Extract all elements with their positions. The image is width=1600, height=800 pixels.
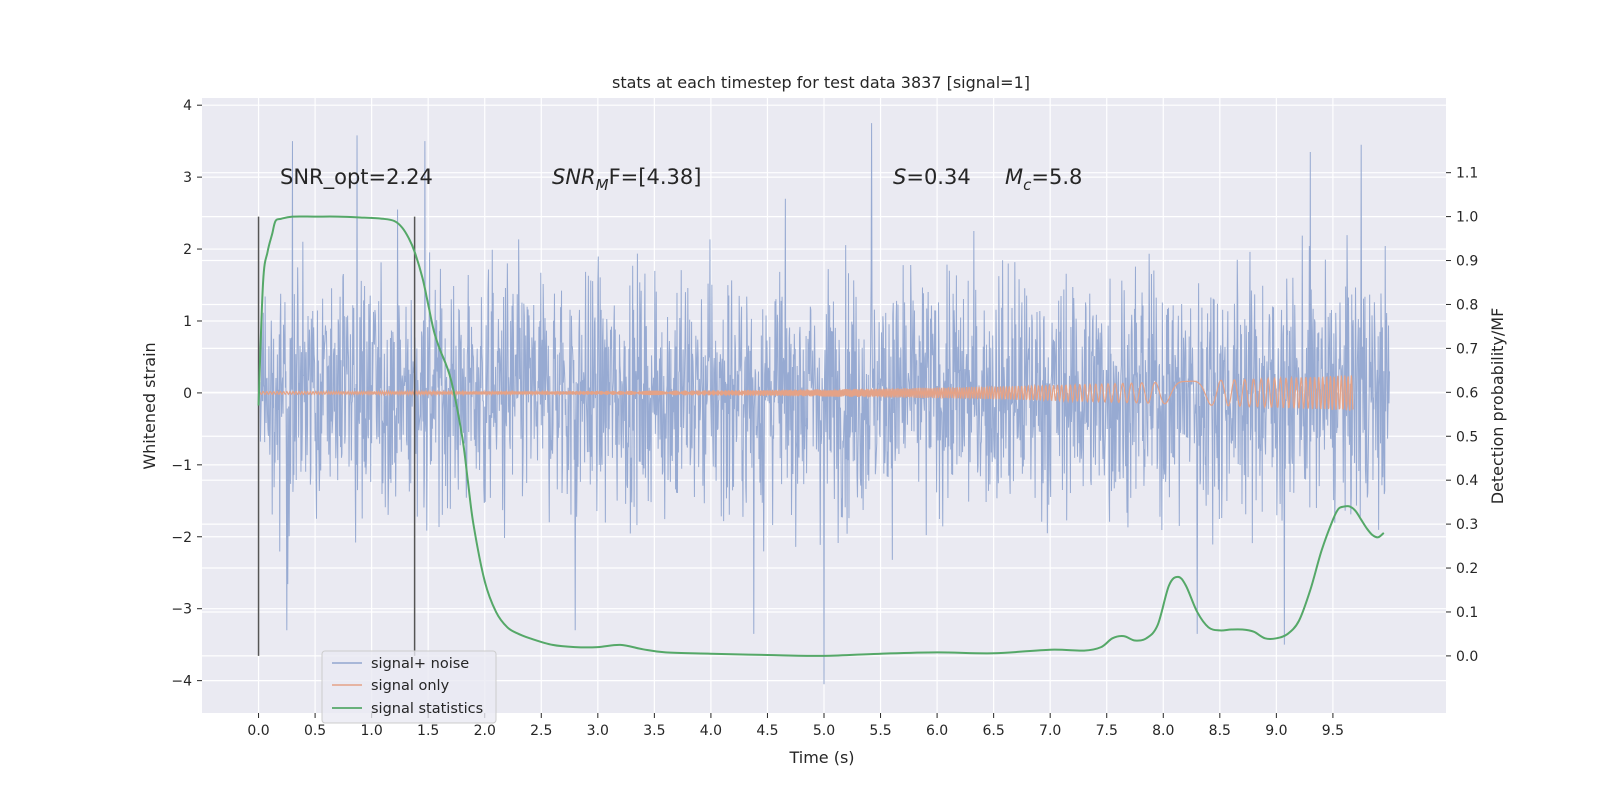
- x-tick-label: 8.5: [1209, 723, 1231, 739]
- x-tick-label: 9.5: [1322, 723, 1344, 739]
- annotation-mc-value: =5.8: [1031, 165, 1082, 189]
- y-right-tick-label: 1.1: [1456, 166, 1478, 182]
- legend-box: [321, 650, 497, 724]
- y-tick-label: −3: [171, 602, 192, 618]
- chart-title: stats at each timestep for test data 383…: [612, 73, 1030, 92]
- x-tick-label: 1.0: [361, 723, 383, 739]
- series-signal-noise: [258, 123, 1390, 685]
- signal-only-line: [258, 375, 1354, 411]
- signal-statistics-line: [257, 215, 1385, 657]
- x-tick-label: 4.5: [756, 723, 778, 739]
- y-tick-label: 2: [183, 242, 192, 258]
- y-axis-ticks: −4 −3 −2 −1 0 1 2 3 4: [171, 98, 202, 690]
- x-axis-label: Time (s): [788, 748, 854, 767]
- annotation-mc-sub: c: [1023, 176, 1032, 194]
- y-tick-label: 0: [183, 386, 192, 402]
- x-tick-label: 5.5: [869, 723, 891, 739]
- x-tick-label: 7.5: [1096, 723, 1118, 739]
- annotation-snr-opt: SNR_opt=2.24: [280, 165, 433, 190]
- y-right-axis-label: Detection probability/MF: [1488, 308, 1507, 505]
- y-right-tick-label: 0.0: [1456, 649, 1478, 665]
- annotation-s-value: =0.34: [906, 165, 970, 189]
- annotation-snr-mf: SNRMF=[4.38]: [552, 165, 701, 194]
- x-tick-label: 6.0: [926, 723, 948, 739]
- x-tick-label: 8.0: [1152, 723, 1174, 739]
- y-right-tick-label: 0.8: [1456, 297, 1478, 313]
- y-tick-label: 3: [183, 170, 192, 186]
- y-right-tick-label: 0.9: [1456, 254, 1478, 270]
- x-tick-label: 7.0: [1039, 723, 1061, 739]
- marker-lines: [257, 216, 416, 656]
- y-axis-label: Whitened strain: [140, 342, 159, 469]
- y-tick-label: −1: [171, 458, 192, 474]
- y-right-tick-label: 0.4: [1456, 473, 1478, 489]
- y-right-tick-label: 1.0: [1456, 210, 1478, 226]
- x-axis-ticks: 0.0 0.5 1.0 1.5 2.0 2.5 3.0 3.5 4.0 4.5 5.0 5.5 6.0 6…: [247, 713, 1344, 739]
- y-tick-label: −2: [171, 530, 192, 546]
- x-tick-label: 9.0: [1265, 723, 1287, 739]
- y-tick-label: −4: [171, 674, 192, 690]
- annotation-snr-mf-var: SNR: [552, 165, 596, 189]
- legend-label-signal-noise: signal+ noise: [371, 656, 469, 672]
- x-tick-label: 0.0: [247, 723, 269, 739]
- x-tick-label: 4.0: [700, 723, 722, 739]
- y-right-axis-ticks: 0.0 0.1 0.2 0.3 0.4 0.5 0.6 0.7 0.8 0.9 1.0 1.1: [1446, 166, 1478, 665]
- y-right-tick-label: 0.5: [1456, 429, 1478, 445]
- series-signal-only: [258, 375, 1354, 411]
- annotation-snr-mf-tail: F=[4.38]: [609, 165, 702, 189]
- y-right-tick-label: 0.7: [1456, 341, 1478, 357]
- signal-noise-line: [258, 123, 1390, 685]
- annotation-mc-var: M: [1005, 165, 1023, 189]
- legend-label-signal-statistics: signal statistics: [371, 701, 483, 717]
- annotation-snr-mf-sub: M: [596, 176, 609, 194]
- y-right-tick-label: 0.3: [1456, 517, 1478, 533]
- y-tick-label: 4: [183, 98, 192, 114]
- x-tick-label: 6.5: [983, 723, 1005, 739]
- legend-label-signal-only: signal only: [371, 678, 450, 694]
- y-right-tick-label: 0.1: [1456, 605, 1478, 621]
- annotation-s-var: S: [893, 165, 906, 189]
- x-tick-label: 2.5: [530, 723, 552, 739]
- annotation-mc: Mc=5.8: [1005, 165, 1082, 194]
- x-tick-label: 3.5: [643, 723, 665, 739]
- x-tick-label: 3.0: [587, 723, 609, 739]
- legend: signal+ noise signal only signal statist…: [321, 650, 497, 724]
- y-right-tick-label: 0.2: [1456, 561, 1478, 577]
- series-signal-statistics: [257, 215, 1385, 657]
- x-tick-label: 2.0: [474, 723, 496, 739]
- y-right-tick-label: 0.6: [1456, 385, 1478, 401]
- x-tick-label: 5.0: [813, 723, 835, 739]
- annotation-s: S=0.34: [893, 165, 971, 189]
- x-tick-label: 0.5: [304, 723, 326, 739]
- x-tick-label: 1.5: [417, 723, 439, 739]
- y-tick-label: 1: [183, 314, 192, 330]
